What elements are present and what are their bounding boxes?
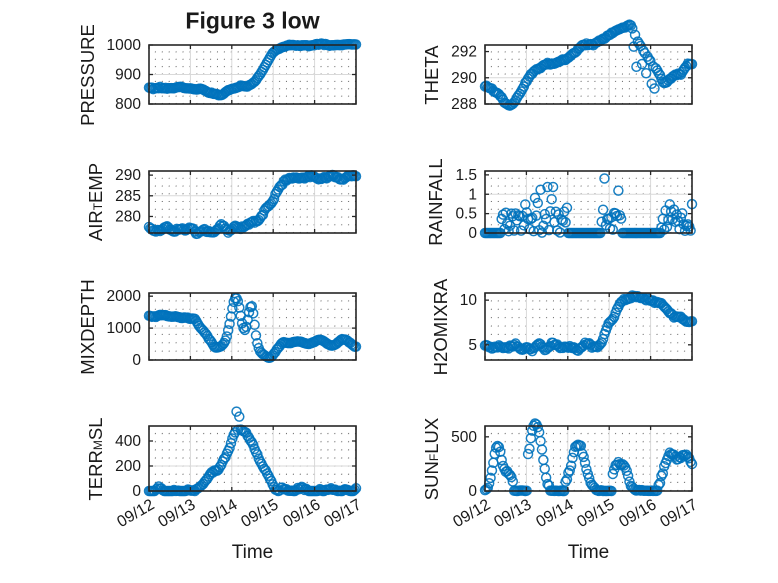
svg-text:2000: 2000: [107, 288, 142, 305]
svg-text:290: 290: [451, 70, 477, 87]
svg-text:1000: 1000: [107, 320, 142, 337]
svg-text:0.5: 0.5: [455, 206, 477, 223]
svg-text:400: 400: [115, 433, 141, 450]
svg-text:200: 200: [115, 458, 141, 475]
svg-text:1.5: 1.5: [455, 167, 477, 184]
svg-text:280: 280: [115, 208, 141, 225]
svg-text:800: 800: [115, 96, 141, 113]
svg-text:5: 5: [468, 337, 477, 354]
svg-text:1000: 1000: [107, 37, 142, 54]
svg-text:0: 0: [132, 352, 141, 369]
svg-text:290: 290: [115, 167, 141, 184]
svg-text:285: 285: [115, 188, 141, 205]
svg-text:500: 500: [451, 429, 477, 446]
svg-text:292: 292: [451, 44, 477, 61]
svg-text:10: 10: [460, 292, 478, 309]
svg-text:288: 288: [451, 96, 477, 113]
svg-text:900: 900: [115, 67, 141, 84]
svg-text:0: 0: [468, 225, 477, 242]
svg-text:0: 0: [132, 483, 141, 500]
svg-text:0: 0: [468, 483, 477, 500]
svg-text:1: 1: [468, 186, 477, 203]
